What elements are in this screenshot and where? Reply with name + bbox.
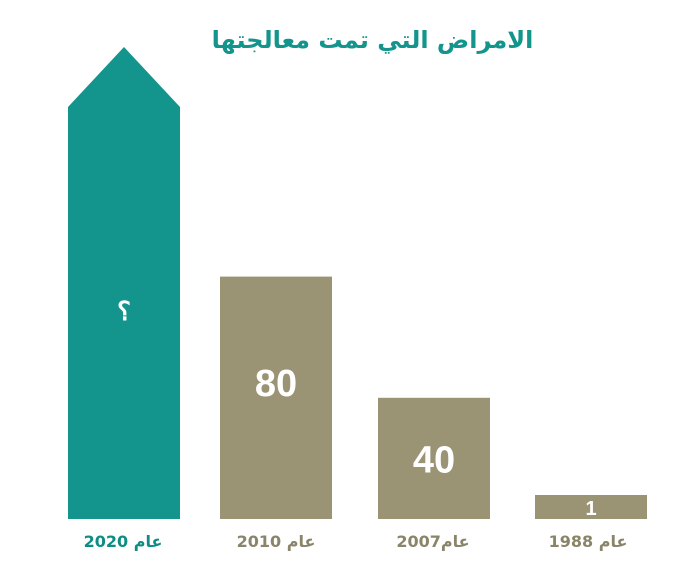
bar-arrow-head bbox=[68, 47, 180, 107]
bar bbox=[378, 397, 490, 519]
bar-value-label: 80 bbox=[255, 363, 297, 405]
bar bbox=[220, 276, 332, 519]
bar-highlight bbox=[68, 107, 180, 519]
category-label: عام 2010 bbox=[237, 532, 316, 551]
category-label: عام 1988 bbox=[549, 532, 628, 551]
chart-title: الامراض التي تمت معالجتها bbox=[211, 26, 534, 54]
bar bbox=[535, 495, 647, 519]
bar-value-label: 1 bbox=[585, 498, 596, 520]
bar-value-label: 40 bbox=[413, 439, 455, 481]
category-label: عام2007 bbox=[396, 532, 469, 551]
bar-value-label: ؟ bbox=[117, 296, 131, 326]
category-label: عام 2020 bbox=[84, 532, 163, 551]
